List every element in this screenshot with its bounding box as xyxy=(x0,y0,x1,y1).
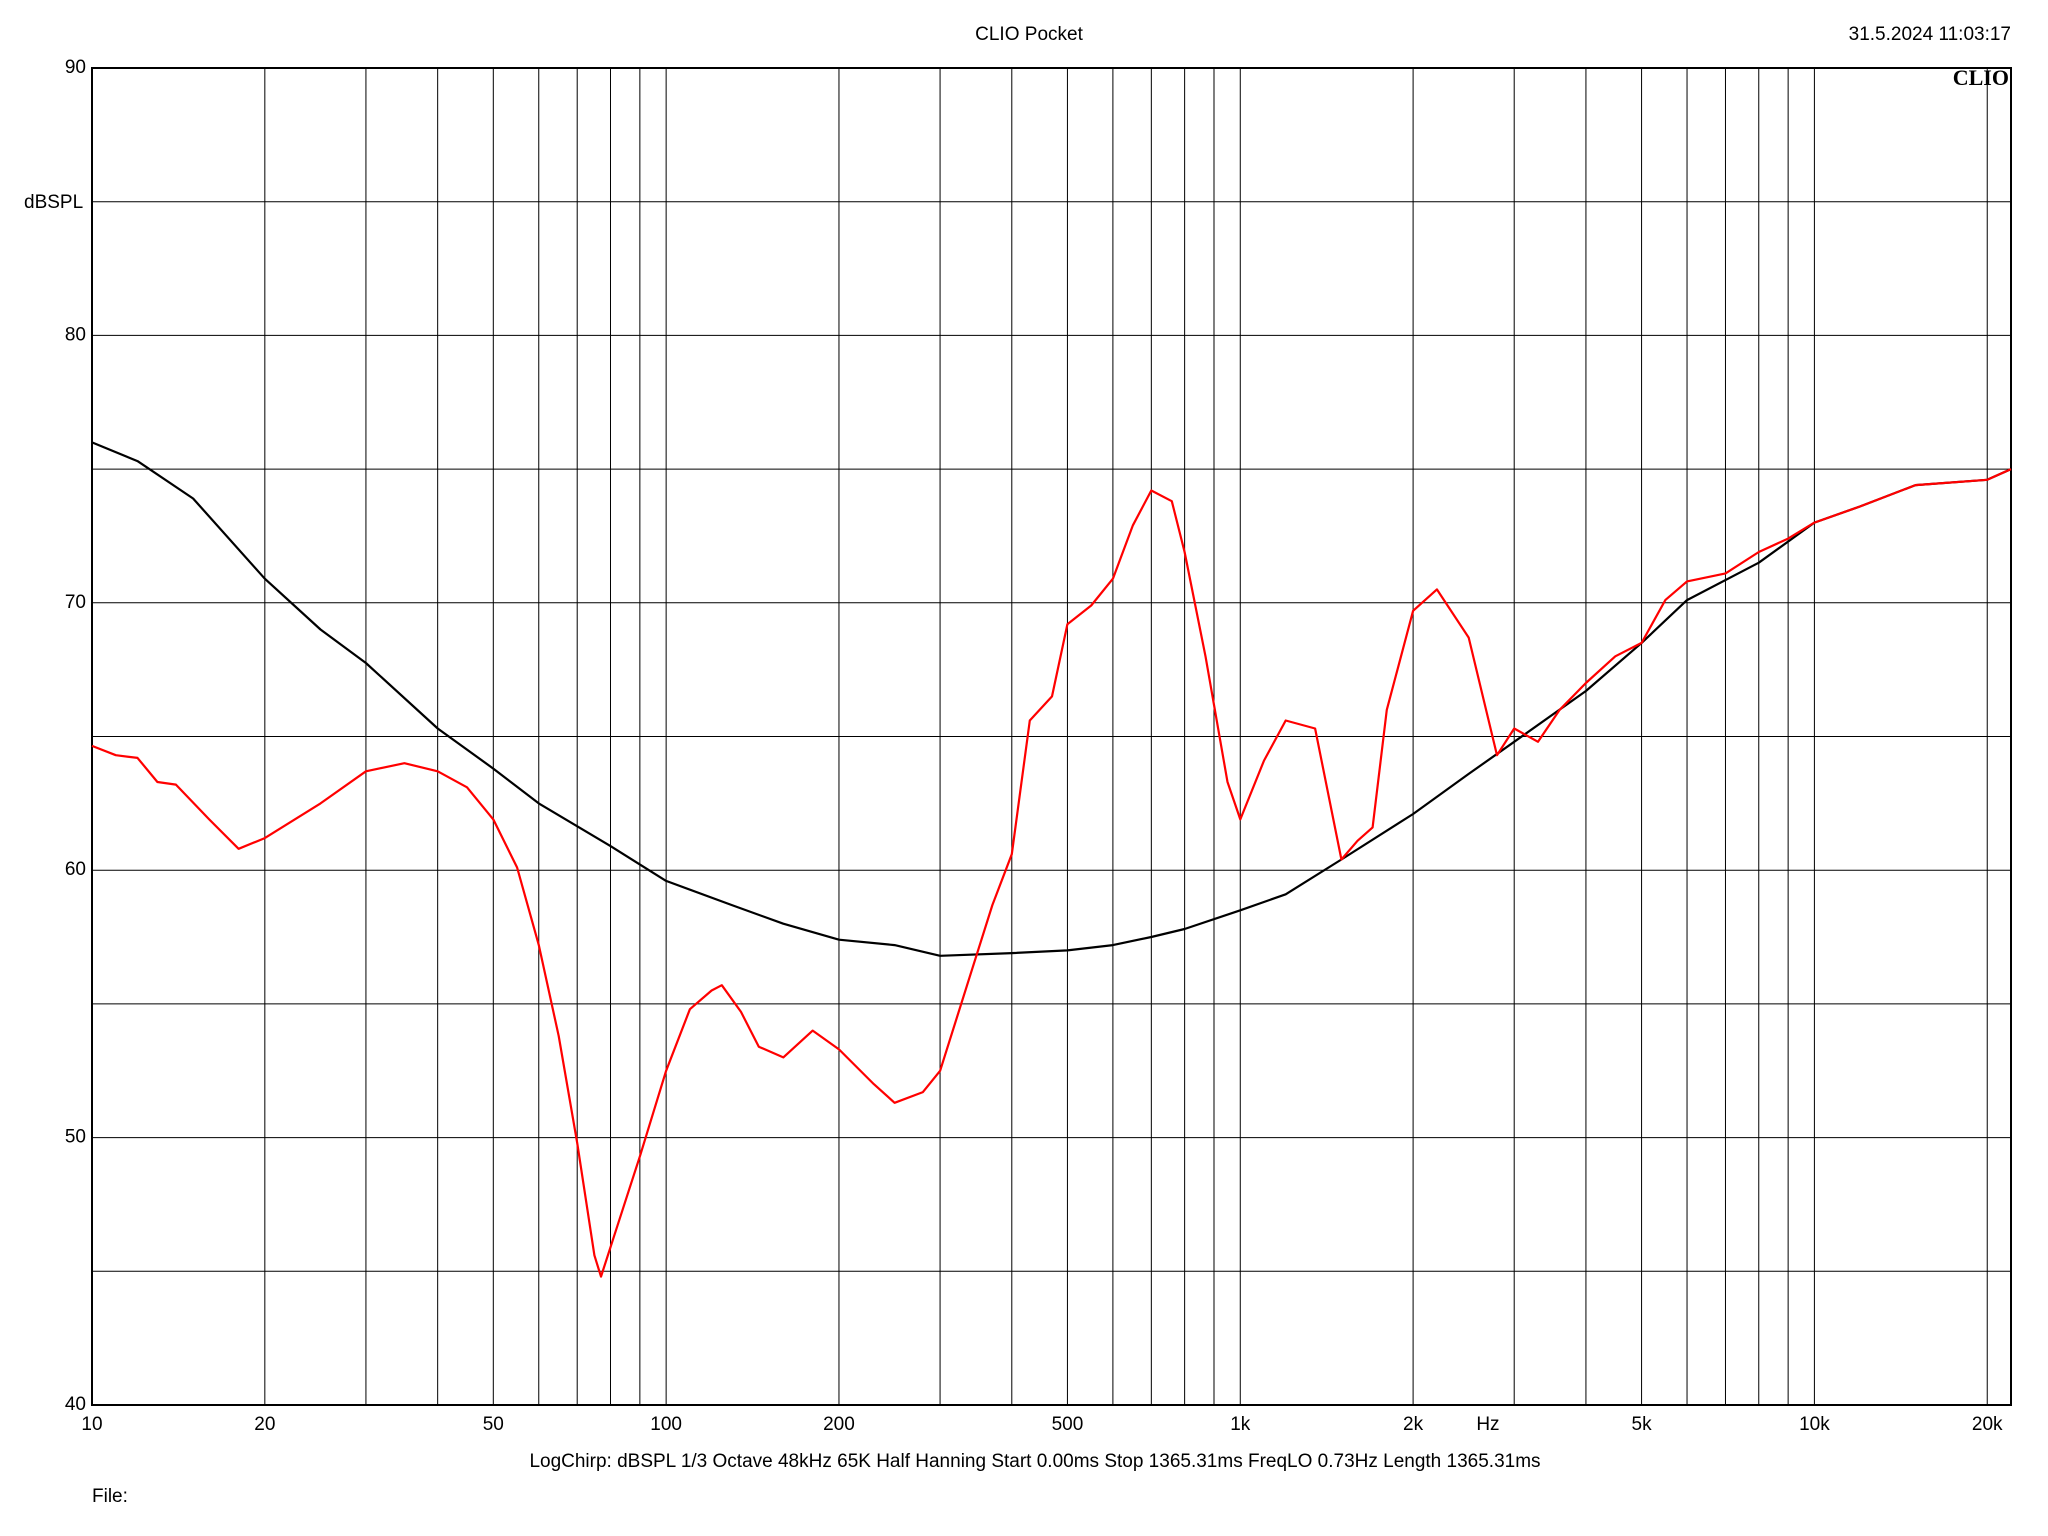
x-tick-label: 20 xyxy=(254,1414,275,1435)
x-tick-label: 500 xyxy=(1052,1414,1084,1435)
y-tick-label: 90 xyxy=(65,57,86,78)
y-tick-label: 40 xyxy=(65,1394,86,1415)
y-tick-label: 50 xyxy=(65,1127,86,1148)
y-tick-label: 60 xyxy=(65,859,86,880)
x-tick-label: 10 xyxy=(81,1414,102,1435)
x-tick-label: 1k xyxy=(1230,1414,1251,1435)
logo: CLIO xyxy=(1953,65,2009,90)
timestamp: 31.5.2024 11:03:17 xyxy=(1849,24,2011,45)
x-tick-label: 20k xyxy=(1972,1414,2003,1435)
x-tick-label: 2k xyxy=(1403,1414,1424,1435)
plot-frame xyxy=(91,67,2012,1406)
series-line xyxy=(91,468,2012,1278)
x-axis-label: Hz xyxy=(1476,1414,1499,1435)
y-tick-label: 70 xyxy=(65,592,86,613)
chart-title: CLIO Pocket xyxy=(975,24,1083,45)
x-tick-label: 5k xyxy=(1632,1414,1653,1435)
y-axis-label: dBSPL xyxy=(24,192,83,213)
series-line xyxy=(91,441,2012,957)
x-tick-label: 10k xyxy=(1799,1414,1830,1435)
y-tick-label: 80 xyxy=(65,324,86,345)
footer: LogChirp: dBSPL 1/3 Octave 48kHz 65K Hal… xyxy=(529,1451,1540,1472)
file-label: File: xyxy=(92,1486,128,1507)
x-tick-label: 200 xyxy=(823,1414,855,1435)
x-tick-label: 50 xyxy=(483,1414,504,1435)
x-tick-label: 100 xyxy=(650,1414,682,1435)
